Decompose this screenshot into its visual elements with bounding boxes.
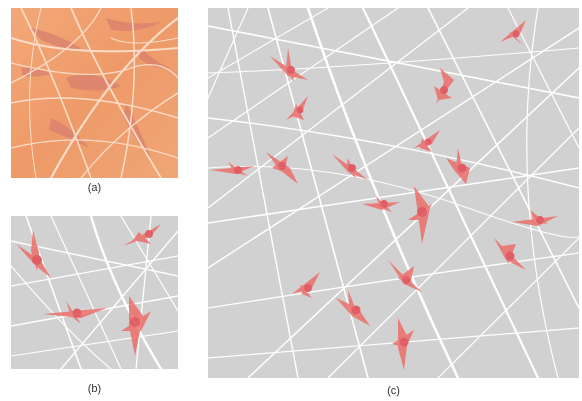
cell bbox=[270, 48, 308, 82]
cell bbox=[123, 224, 161, 246]
panel-b-caption: (b) bbox=[87, 383, 102, 395]
cell bbox=[16, 230, 51, 278]
tissue-cells bbox=[21, 18, 171, 158]
fibers-c bbox=[208, 8, 579, 378]
cell bbox=[121, 296, 151, 356]
cell bbox=[414, 130, 440, 152]
small-fiber-network bbox=[11, 216, 178, 369]
cells-c bbox=[210, 20, 558, 370]
cell bbox=[286, 96, 308, 120]
cell bbox=[392, 318, 414, 370]
cell bbox=[292, 272, 320, 298]
cell bbox=[362, 196, 400, 212]
small-model-panel bbox=[11, 216, 178, 369]
tissue-micrograph bbox=[11, 8, 178, 178]
cell bbox=[332, 154, 368, 180]
cell bbox=[266, 152, 298, 184]
model-background bbox=[208, 8, 579, 378]
panel-a-caption: (a) bbox=[87, 182, 102, 194]
cell bbox=[336, 290, 370, 326]
cell bbox=[210, 162, 254, 176]
tissue-fibers bbox=[11, 8, 178, 178]
cell bbox=[446, 148, 470, 184]
large-model-panel bbox=[208, 8, 579, 378]
panel-c-caption: (c) bbox=[387, 385, 400, 397]
cell bbox=[512, 210, 558, 226]
model-background bbox=[11, 216, 178, 369]
cell bbox=[43, 301, 107, 324]
cell bbox=[434, 68, 454, 104]
cell bbox=[500, 20, 526, 46]
cell bbox=[388, 260, 422, 292]
large-fiber-network bbox=[208, 8, 579, 378]
cells-b bbox=[16, 224, 161, 356]
cell bbox=[494, 238, 526, 270]
cell bbox=[408, 186, 432, 244]
tissue-micrograph-panel bbox=[11, 8, 178, 178]
